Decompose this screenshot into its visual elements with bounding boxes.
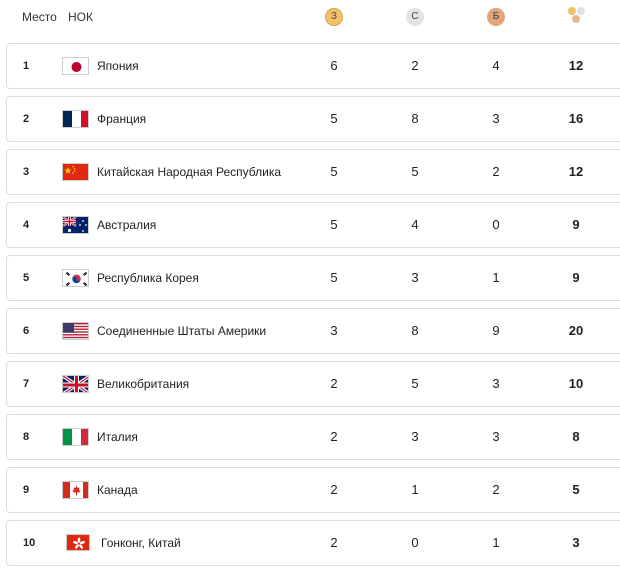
bronze-count: 2 <box>492 164 500 179</box>
hongkong-flag-icon <box>66 534 90 551</box>
china-flag-icon <box>62 163 89 181</box>
bronze-count: 0 <box>492 217 500 232</box>
total-count: 5 <box>572 482 580 497</box>
country-name: Соединенные Штаты Америки <box>97 324 267 338</box>
rank: 4 <box>23 219 30 231</box>
rank: 9 <box>23 484 30 496</box>
total-count: 16 <box>568 111 584 126</box>
bronze-count: 1 <box>492 535 500 550</box>
total-count: 9 <box>572 217 580 232</box>
total-count: 9 <box>572 270 580 285</box>
table-row[interactable]: 1 Япония 6 2 4 12 <box>6 43 620 89</box>
table-row[interactable]: 9 Канада 2 1 2 5 <box>6 467 620 513</box>
table-row[interactable]: 7 Великобритания 2 5 3 10 <box>6 361 620 407</box>
table-row[interactable]: 5 Республика Корея 5 3 1 9 <box>6 255 620 301</box>
country-name: Республика Корея <box>97 271 199 285</box>
total-count: 3 <box>572 535 580 550</box>
silver-medal-icon[interactable]: С <box>406 8 424 26</box>
rank-column-header[interactable]: Место <box>22 10 57 24</box>
silver-count: 4 <box>411 217 419 232</box>
table-row[interactable]: 2 Франция 5 8 3 16 <box>6 96 620 142</box>
rank: 7 <box>23 378 30 390</box>
silver-count: 5 <box>411 376 419 391</box>
bronze-count: 2 <box>492 482 500 497</box>
total-count: 12 <box>568 164 584 179</box>
total-count: 20 <box>568 323 584 338</box>
country-name: Австралия <box>97 218 157 232</box>
gold-count: 2 <box>330 482 338 497</box>
country-name: Гонконг, Китай <box>101 536 181 550</box>
country-name: Италия <box>97 430 138 444</box>
total-count: 12 <box>568 58 584 73</box>
canada-flag-icon <box>62 481 89 499</box>
silver-count: 1 <box>411 482 419 497</box>
silver-count: 0 <box>411 535 419 550</box>
total-count: 10 <box>568 376 584 391</box>
gold-count: 5 <box>330 164 338 179</box>
rank: 2 <box>23 113 30 125</box>
table-row[interactable]: 4 Австралия 5 4 0 9 <box>6 202 620 248</box>
rank: 1 <box>23 60 30 72</box>
country-name: Китайская Народная Республика <box>97 165 282 179</box>
rank: 8 <box>23 431 30 443</box>
silver-count: 2 <box>411 58 419 73</box>
bronze-medal-icon[interactable]: Б <box>487 8 505 26</box>
korea-flag-icon <box>62 269 89 287</box>
noc-column-header[interactable]: НОК <box>68 10 93 24</box>
bronze-count: 4 <box>492 58 500 73</box>
silver-count: 8 <box>411 111 419 126</box>
bronze-count: 3 <box>492 376 500 391</box>
total-medals-icon[interactable] <box>566 6 588 28</box>
table-row[interactable]: 10 Гонконг, Китай 2 0 1 3 <box>6 520 620 566</box>
gold-medal-icon[interactable]: З <box>325 8 343 26</box>
italy-flag-icon <box>62 428 89 446</box>
gold-count: 2 <box>330 376 338 391</box>
rank: 10 <box>23 537 36 549</box>
country-name: Канада <box>97 483 138 497</box>
gold-count: 6 <box>330 58 338 73</box>
gold-count: 2 <box>330 535 338 550</box>
japan-flag-icon <box>62 57 89 75</box>
table-row[interactable]: 6 Соединенные Штаты Америки 3 8 9 20 <box>6 308 620 354</box>
rank: 6 <box>23 325 30 337</box>
country-name: Франция <box>97 112 147 126</box>
rank: 3 <box>23 166 30 178</box>
country-name: Великобритания <box>97 377 190 391</box>
gold-count: 5 <box>330 111 338 126</box>
bronze-count: 9 <box>492 323 500 338</box>
silver-count: 3 <box>411 270 419 285</box>
uk-flag-icon <box>62 375 89 393</box>
silver-count: 8 <box>411 323 419 338</box>
total-count: 8 <box>572 429 580 444</box>
silver-count: 3 <box>411 429 419 444</box>
france-flag-icon <box>62 110 89 128</box>
bronze-count: 3 <box>492 429 500 444</box>
table-header: Место НОК З С Б <box>0 0 620 36</box>
gold-count: 2 <box>330 429 338 444</box>
gold-count: 5 <box>330 270 338 285</box>
silver-count: 5 <box>411 164 419 179</box>
rank: 5 <box>23 272 30 284</box>
table-row[interactable]: 8 Италия 2 3 3 8 <box>6 414 620 460</box>
australia-flag-icon <box>62 216 89 234</box>
gold-count: 3 <box>330 323 338 338</box>
table-row[interactable]: 3 Китайская Народная Республика 5 5 2 12 <box>6 149 620 195</box>
bronze-count: 3 <box>492 111 500 126</box>
bronze-count: 1 <box>492 270 500 285</box>
usa-flag-icon <box>62 322 89 340</box>
country-name: Япония <box>97 59 139 73</box>
gold-count: 5 <box>330 217 338 232</box>
